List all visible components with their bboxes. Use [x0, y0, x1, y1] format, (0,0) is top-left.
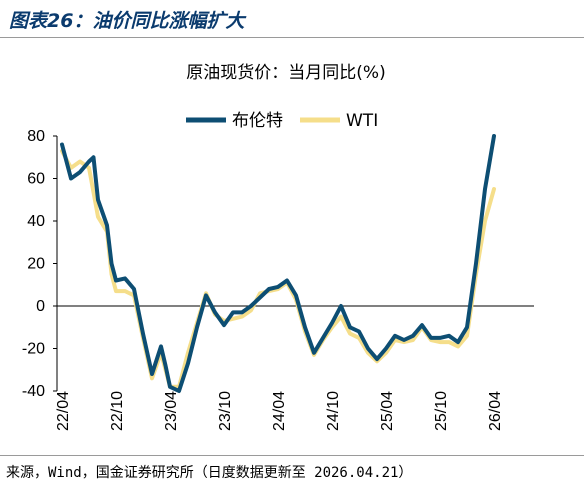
- y-tick-label: 0: [36, 298, 45, 315]
- x-tick-label: 26/04: [487, 391, 504, 431]
- legend-label: 布伦特: [232, 111, 283, 131]
- x-tick-label: 23/04: [163, 391, 180, 431]
- x-tick-label: 25/04: [379, 391, 396, 431]
- y-tick-label: -20: [22, 341, 45, 358]
- series-line-wti: [60, 148, 496, 389]
- x-tick-label: 25/10: [433, 391, 450, 431]
- y-tick-label: 80: [27, 128, 45, 145]
- x-tick-label: 22/04: [55, 391, 72, 431]
- chart-series: [60, 134, 496, 393]
- source-note: 来源，Wind，国金证券研究所（日度数据更新至 2026.04.21）: [6, 465, 413, 481]
- x-tick-label: 22/10: [109, 391, 126, 431]
- figure-header: 图表26：油价同比涨幅扩大: [0, 0, 584, 38]
- y-tick-label: 40: [27, 213, 45, 230]
- x-tick-label: 24/10: [325, 391, 342, 431]
- y-tick-label: 60: [27, 171, 45, 188]
- chart-axes: 80 60 40 20 0 -20 -40 22/04 22/10 23/04 23/10 24/04…: [22, 128, 534, 431]
- y-tick-label: 20: [27, 256, 45, 273]
- x-tick-label: 23/10: [217, 391, 234, 431]
- x-tick-label: 24/04: [271, 391, 288, 431]
- footer-divider: [0, 455, 584, 456]
- series-line-brent: [60, 134, 496, 393]
- chart-title: 原油现货价：当月同比(%): [186, 63, 385, 83]
- chart-legend: 布伦特 WTI: [186, 111, 378, 131]
- figure-title: 图表26：油价同比涨幅扩大: [9, 10, 245, 32]
- legend-label: WTI: [346, 111, 378, 131]
- header-divider: [0, 37, 584, 38]
- y-tick-label: -40: [22, 383, 45, 400]
